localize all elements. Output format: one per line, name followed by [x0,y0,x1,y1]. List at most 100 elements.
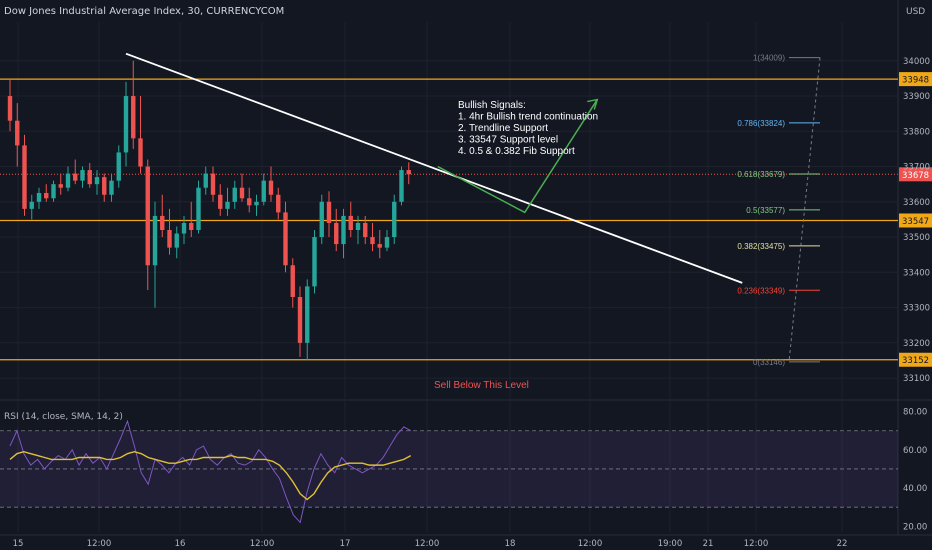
candle [326,191,332,238]
candle [305,279,310,361]
current-price-label: 33678 [902,171,929,181]
candle-body [44,192,49,199]
fib-level-label: 0.618(33679) [737,170,785,179]
candle [65,166,71,192]
candle [145,159,150,290]
candles-layer[interactable] [7,60,411,361]
trendline [125,52,743,284]
candle-body [87,170,92,185]
level-price-label: 33152 [902,356,929,366]
candle [87,163,92,188]
rsi-lines-layer [9,419,412,524]
level-price-label: 33547 [902,217,929,227]
candle-body [297,296,303,343]
time-tick-label: 12:00 [744,539,769,549]
rsi-tick-label: 80.00 [903,408,927,418]
candle [131,60,136,149]
bullish-signal-line: 2. Trendline Support [458,123,548,134]
candle-body [290,265,295,297]
candle-body [145,166,150,266]
rsi-title: RSI (14, close, SMA, 14, 2) [4,412,123,422]
candle-body [131,96,136,139]
candle [123,81,129,167]
rsi-tick-label: 40.00 [903,484,927,494]
drawings-layer [125,52,743,284]
candle-body [7,96,13,121]
candle [232,180,237,209]
price-tick-label: 33200 [903,339,930,349]
candle [51,180,56,202]
candle-body [319,201,324,238]
candle-body [116,152,121,181]
candle-body [326,201,332,223]
candle [283,201,288,273]
candle-body [276,194,281,213]
level-price-label: 33948 [902,76,929,86]
candle-body [65,173,71,188]
candle [268,166,274,202]
level-price-badge [899,213,932,228]
time-tick-label: 12:00 [415,539,440,549]
candle [80,166,85,188]
price-tick-label: 33900 [903,92,930,102]
time-tick-label: 18 [505,539,516,549]
rsi-ma-line [9,451,412,501]
time-tick-label: 16 [175,539,186,549]
candle-body [36,192,42,202]
candle-body [138,138,143,167]
candle-body [51,184,56,199]
candle-body [94,177,100,185]
candle-body [341,215,346,245]
candle [189,201,194,238]
fib-layer: 1(34009) 0.786(33824) 0.618(33679) 0.5(3357… [737,54,821,367]
candle [319,194,324,245]
candle-body [58,184,63,188]
candle-body [210,173,216,195]
candle [312,230,317,294]
fib-level-label: 0(33146) [753,358,785,367]
candle-body [102,177,107,195]
time-tick-label: 15 [13,539,24,549]
candle-body [174,233,179,248]
candle [247,187,252,213]
price-tick-label: 33400 [903,268,930,278]
candle [73,159,78,185]
price-tick-label: 33800 [903,127,930,137]
rsi-band-layer [0,430,898,508]
price-tick-label: 34000 [903,57,930,67]
candle [15,103,20,167]
candle-body [29,201,34,209]
level-price-badge [899,72,932,87]
candle [406,162,411,185]
candle [174,226,179,259]
levels-layer: 33948 33547 33152 33678 [0,72,932,367]
time-tick-label: 19:00 [658,539,683,549]
time-tick-label: 12:00 [87,539,112,549]
fib-diagonal [788,57,821,362]
candle [297,286,303,357]
candle-body [392,201,397,238]
time-tick-label: 17 [340,539,351,549]
candle-body [305,286,310,343]
price-tick-label: 33500 [903,233,930,243]
candle-body [384,237,390,248]
candle [261,173,266,206]
candle-body [370,237,375,245]
candle [334,208,339,252]
candle-body [239,187,245,199]
candle-body [73,173,78,181]
candle-body [218,194,223,209]
candle-body [22,145,27,209]
candle-body [268,180,274,195]
candle-body [196,187,201,231]
candle-body [377,244,382,248]
candle-body [123,96,129,153]
candle-body [247,198,252,206]
candle-body [232,187,237,202]
candle-body [363,222,368,238]
bullish-signal-line: 3. 33547 Support level [458,135,558,146]
candle [102,173,107,202]
candle [370,222,375,252]
rsi-tick-label: 20.00 [903,522,927,532]
rsi-tick-label: 60.00 [903,446,927,456]
